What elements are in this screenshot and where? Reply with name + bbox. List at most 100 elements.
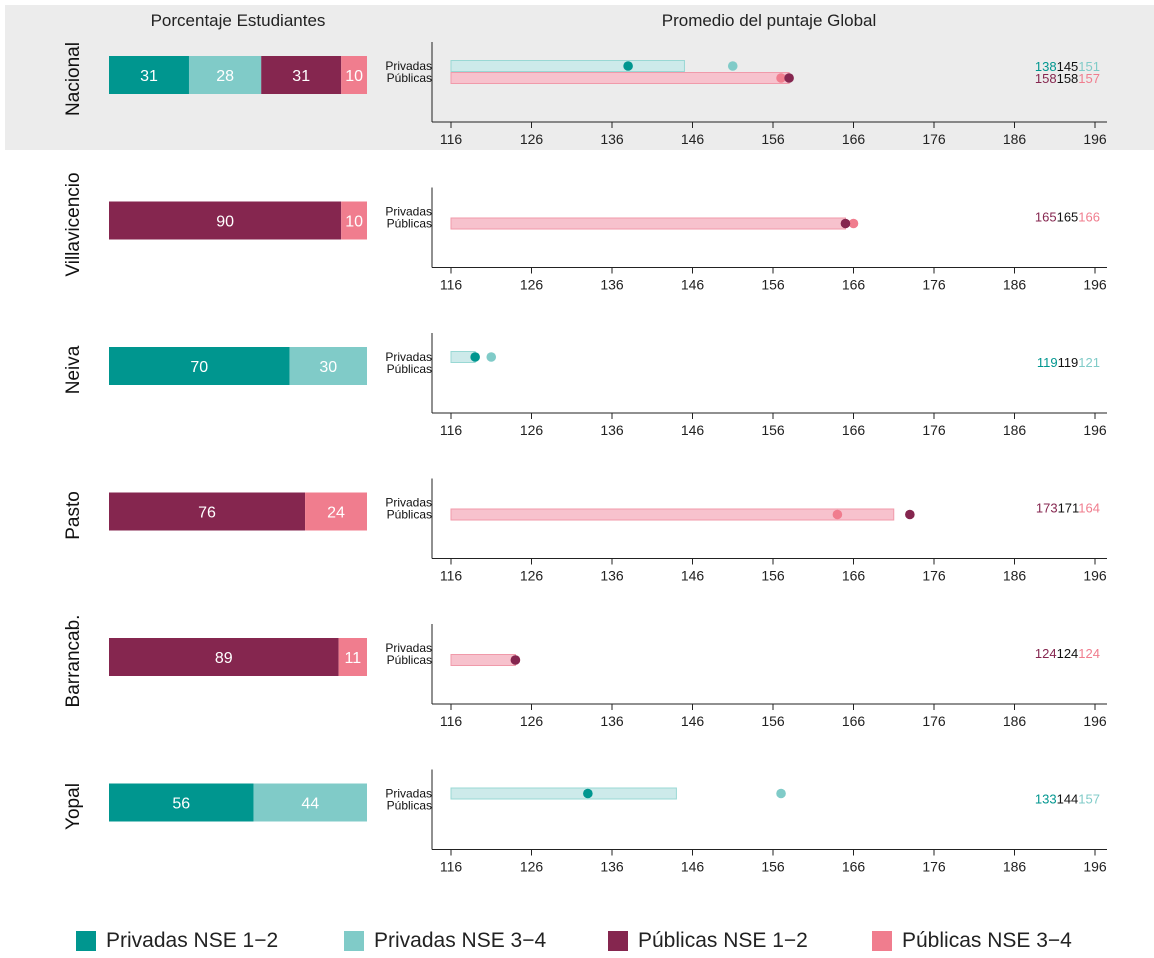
publicas-nse-1-2-point [510,655,521,665]
panel-villavicencio: Villavicencio 90 10 116 126 136 146 156 166 176 18… [63,172,1107,293]
percent-segment-pub_low [261,56,342,94]
x-tick-label: 156 [761,568,785,584]
x-tick-label: 136 [600,859,624,875]
publicas-value-mean: 124 [1057,646,1079,661]
percent-segment-priv_high [188,56,262,94]
percent-segment-priv_low [109,783,254,822]
x-tick-label: 166 [842,713,866,729]
publicas-values: 165165166 [1035,210,1100,225]
x-tick-label: 186 [1003,422,1027,438]
x-tick-label: 146 [681,277,705,293]
x-tick-label: 166 [842,859,866,875]
publicas-value-nse-3-4: 124 [1078,646,1100,661]
x-tick-label: 186 [1003,131,1027,147]
x-tick-label: 196 [1083,131,1107,147]
x-tick-label: 196 [1083,422,1107,438]
panel-pasto: Pasto 76 24 116 126 136 146 156 166 176 186 196 Priv… [63,478,1107,584]
privadas-value-nse-1-2: 138 [1035,59,1057,74]
panel-label: Neiva [63,345,84,394]
x-tick-label: 126 [520,859,544,875]
x-tick-label: 176 [922,422,946,438]
privadas-nse-3-4-point [486,352,497,362]
x-tick-label: 186 [1003,859,1027,875]
publicas-nse-1-2-point [905,509,915,520]
publicas-nse-1-2-point [840,218,851,229]
publicas-mean-bar [450,508,895,521]
publicas-values: 158158157 [1035,71,1100,86]
privadas-nse-3-4-point [776,788,786,799]
x-tick-label: 186 [1003,277,1027,293]
row-label-privadas: Privadas [385,641,432,655]
x-tick-label: 156 [761,422,785,438]
row-label-publicas: Públicas [387,362,432,376]
publicas-nse-3-4-point [832,509,843,520]
x-tick-label: 146 [681,131,705,147]
privadas-nse-1-2-point [470,352,480,362]
legend-item-privadas-nse-3-4: Privadas NSE 3−4 [344,928,546,954]
publicas-nse-3-4-point [848,218,859,229]
percent-segment-pub_high [341,201,367,240]
publicas-mean-bar [450,72,790,84]
privadas-values: 138145151 [1035,59,1100,74]
percent-label: 30 [319,359,337,376]
publicas-value-mean: 165 [1057,210,1079,225]
x-tick-label: 136 [600,131,624,147]
percent-label: 44 [301,796,319,813]
percent-segment-pub_low [109,201,342,240]
x-tick-label: 176 [922,131,946,147]
legend-label-publicas-nse-1-2: Públicas NSE 1−2 [638,929,808,952]
privadas-value-nse-3-4: 157 [1078,792,1100,807]
x-tick-label: 156 [761,713,785,729]
x-tick-label: 196 [1083,277,1107,293]
row-label-privadas: Privadas [385,496,432,510]
x-tick-label: 136 [600,277,624,293]
x-tick-label: 196 [1083,713,1107,729]
legend-item-publicas-nse-1-2: Públicas NSE 1−2 [608,928,808,954]
right-title: Promedio del puntaje Global [662,11,877,30]
panel-label: Yopal [63,783,84,830]
x-tick-label: 176 [922,859,946,875]
privadas-nse-3-4-point [727,61,738,71]
x-tick-label: 176 [922,277,946,293]
publicas-values: 173171164 [1036,501,1100,516]
x-tick-label: 136 [600,422,624,438]
privadas-nse-1-2-point [583,788,593,799]
x-tick-label: 146 [681,422,705,438]
privadas-value-nse-1-2: 119 [1037,355,1058,370]
percent-label: 31 [140,68,158,85]
publicas-value-nse-1-2: 165 [1035,210,1057,225]
publicas-mean-bar [450,217,846,230]
legend-swatch-privadas-nse-3-4 [344,931,364,951]
x-tick-label: 166 [842,422,866,438]
percent-segment-pub_high [305,492,367,531]
privadas-mean-bar [450,60,685,72]
row-label-publicas: Públicas [387,799,432,813]
x-tick-label: 186 [1003,568,1027,584]
percent-label: 31 [292,68,310,85]
row-label-privadas: Privadas [385,205,432,219]
percent-label: 10 [345,214,363,231]
panel-nacional: Nacional 31 28 31 10 116 126 136 146 156 166 176 186… [63,42,1107,147]
percent-segment-priv_high [289,347,367,385]
legend-swatch-privadas-nse-1-2 [76,931,96,951]
publicas-value-mean: 158 [1057,71,1079,86]
privadas-mean-bar [450,787,677,800]
publicas-nse-3-4-point [776,73,786,83]
row-label-publicas: Públicas [387,217,432,231]
privadas-nse-1-2-point [623,61,633,71]
x-tick-label: 196 [1083,859,1107,875]
percent-label: 90 [216,214,234,231]
x-tick-label: 116 [440,568,463,584]
percent-segment-pub_high [341,56,367,94]
percent-label: 89 [215,650,233,667]
x-tick-label: 116 [440,422,463,438]
privadas-value-mean: 144 [1057,792,1079,807]
x-tick-label: 116 [440,131,463,147]
row-label-privadas: Privadas [385,350,432,364]
legend-swatch-publicas-nse-1-2 [608,931,628,951]
percent-label: 70 [190,359,208,376]
privadas-value-nse-1-2: 133 [1035,792,1057,807]
panel-barrancab: Barrancab. 89 11 116 126 136 146 156 166 176 186 19… [63,615,1107,729]
panel-label: Barrancab. [63,615,84,708]
